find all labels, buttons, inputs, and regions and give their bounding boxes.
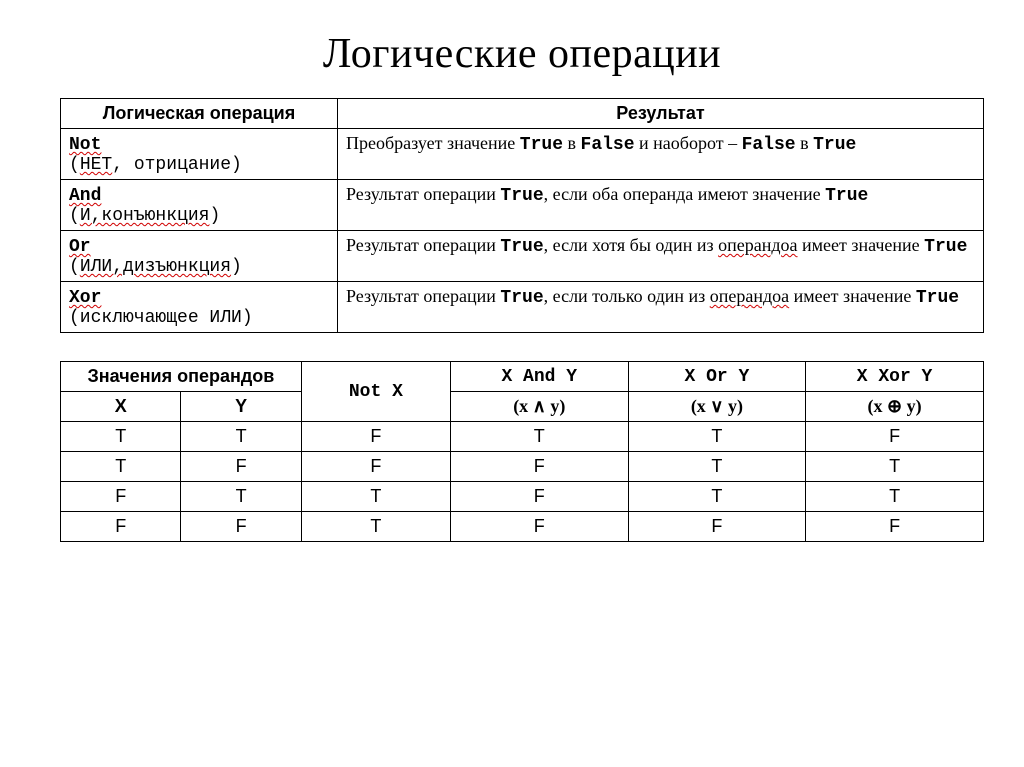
cell: T xyxy=(628,452,805,482)
cell: T xyxy=(628,482,805,512)
table-row: Xor (исключающее ИЛИ) Результат операции… xyxy=(61,282,984,333)
cell: F xyxy=(806,512,984,542)
cell: F xyxy=(450,482,628,512)
cell: T xyxy=(628,422,805,452)
op-name: And xyxy=(69,186,101,206)
res-bold: True xyxy=(916,288,959,308)
op-name: Or xyxy=(69,237,91,257)
res-text: Результат операции xyxy=(346,184,500,204)
res-bold: True xyxy=(813,135,856,155)
res-text: и наоборот – xyxy=(635,133,742,153)
t2-head-notx: Not X xyxy=(301,362,450,422)
op-sub-wavy: ИЛИ,дизъюнкция xyxy=(80,257,231,277)
op-sub-pre: ( xyxy=(69,257,80,277)
res-wavy: операндоа xyxy=(718,235,797,255)
res-text: имеет значение xyxy=(789,286,916,306)
cell: F xyxy=(450,452,628,482)
t2-sub-and: (x ∧ y) xyxy=(450,392,628,422)
res-bold: False xyxy=(742,135,796,155)
t2-head-y: Y xyxy=(181,392,301,422)
table-row: And (И,конъюнкция) Результат операции Tr… xyxy=(61,180,984,231)
t2-head-xor: X Xor Y xyxy=(806,362,984,392)
res-wavy: операндоа xyxy=(710,286,789,306)
res-bold: True xyxy=(520,135,563,155)
operations-table: Логическая операция Результат Not (НЕТ, … xyxy=(60,98,984,333)
table-row: F T T F T T xyxy=(61,482,984,512)
res-bold: True xyxy=(500,237,543,257)
res-text: , если только один из xyxy=(544,286,710,306)
cell: F xyxy=(628,512,805,542)
cell: T xyxy=(181,422,301,452)
cell: T xyxy=(181,482,301,512)
res-text: Результат операции xyxy=(346,286,500,306)
table-row: F F T F F F xyxy=(61,512,984,542)
cell: F xyxy=(61,482,181,512)
res-text: в xyxy=(796,133,814,153)
table-row: T T F T T F xyxy=(61,422,984,452)
op-sub-post: ) xyxy=(231,257,242,277)
cell: F xyxy=(806,422,984,452)
cell: T xyxy=(61,422,181,452)
cell: T xyxy=(806,452,984,482)
cell: T xyxy=(301,482,450,512)
table-row: T F F F T T xyxy=(61,452,984,482)
cell: F xyxy=(301,452,450,482)
op-sub-pre: ( xyxy=(69,206,80,226)
cell: T xyxy=(61,452,181,482)
t1-header-res: Результат xyxy=(338,99,984,129)
table-row: Not (НЕТ, отрицание) Преобразует значени… xyxy=(61,129,984,180)
t2-head-or: X Or Y xyxy=(628,362,805,392)
page-title: Логические операции xyxy=(60,30,984,78)
cell: T xyxy=(806,482,984,512)
res-text: в xyxy=(563,133,581,153)
op-sub-pre: ( xyxy=(69,155,80,175)
cell: F xyxy=(301,422,450,452)
cell: F xyxy=(181,452,301,482)
table-row: Or (ИЛИ,дизъюнкция) Результат операции T… xyxy=(61,231,984,282)
cell: T xyxy=(301,512,450,542)
op-sub-post: ) xyxy=(209,206,220,226)
res-text: , если хотя бы один из xyxy=(544,235,718,255)
res-text: Преобразует значение xyxy=(346,133,520,153)
cell: F xyxy=(181,512,301,542)
t2-head-and: X And Y xyxy=(450,362,628,392)
res-bold: True xyxy=(825,186,868,206)
res-bold: True xyxy=(924,237,967,257)
res-bold: True xyxy=(500,288,543,308)
cell: T xyxy=(450,422,628,452)
op-sub-pre: (исключающее ИЛИ) xyxy=(69,308,253,328)
res-bold: False xyxy=(581,135,635,155)
res-text: Результат операции xyxy=(346,235,500,255)
t2-head-operands: Значения операндов xyxy=(61,362,302,392)
res-bold: True xyxy=(500,186,543,206)
op-name: Not xyxy=(69,135,101,155)
res-text: имеет значение xyxy=(797,235,924,255)
t2-sub-or: (x ∨ y) xyxy=(628,392,805,422)
t1-header-op: Логическая операция xyxy=(61,99,338,129)
op-name: Xor xyxy=(69,288,101,308)
truth-table: Значения операндов Not X X And Y X Or Y … xyxy=(60,361,984,542)
cell: F xyxy=(450,512,628,542)
op-sub-wavy: НЕТ xyxy=(80,155,112,175)
t2-head-x: X xyxy=(61,392,181,422)
op-sub-post: , отрицание) xyxy=(112,155,242,175)
res-text: , если оба операнда имеют значение xyxy=(544,184,825,204)
op-sub-wavy: И,конъюнкция xyxy=(80,206,210,226)
cell: F xyxy=(61,512,181,542)
t2-sub-xor: (x ⊕ y) xyxy=(806,392,984,422)
